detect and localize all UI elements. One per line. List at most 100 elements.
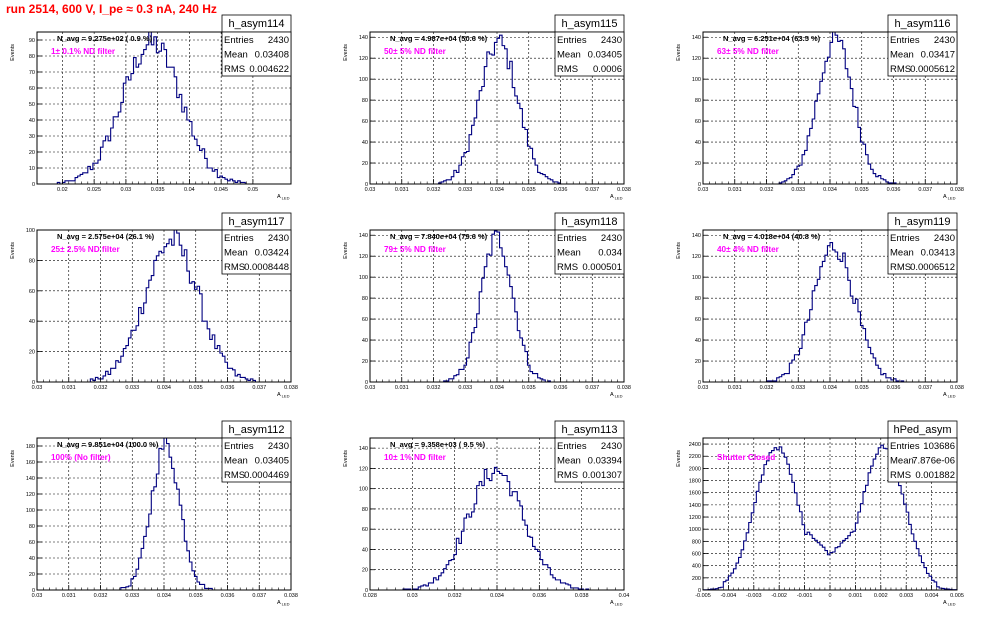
x-tick-label: 0.037 — [918, 385, 932, 391]
x-tick-label: 0.034 — [490, 187, 504, 193]
x-tick-label: 0.03 — [365, 385, 376, 391]
x-tick-label: 0.031 — [62, 593, 76, 599]
y-tick-label: 40 — [29, 118, 35, 124]
stat-label-entries: Entries — [224, 233, 254, 244]
x-axis-label: ALED — [277, 392, 290, 399]
y-tick-label: 20 — [362, 359, 368, 365]
filter-note: Shutter Closed — [717, 453, 775, 462]
y-tick-label: 120 — [359, 466, 368, 472]
y-tick-label: 120 — [359, 254, 368, 260]
x-tick-label: 0.032 — [427, 187, 441, 193]
stat-box: h_asym114 Entries 2430 Mean 0.03408 RMS 0.0046… — [221, 14, 292, 77]
y-tick-label: 0 — [698, 588, 701, 594]
x-tick-label: -0.001 — [797, 593, 813, 599]
y-tick-label: 20 — [695, 161, 701, 167]
x-tick-label: 0.032 — [94, 385, 108, 391]
x-tick-label: 0.03 — [32, 385, 43, 391]
x-axis-label: ALED — [943, 600, 956, 607]
filter-note: 25± 2.5% ND filter — [51, 245, 120, 254]
y-tick-label: 80 — [362, 98, 368, 104]
y-axis-label: Events — [676, 44, 682, 61]
y-tick-label: 80 — [695, 296, 701, 302]
y-tick-label: 40 — [362, 338, 368, 344]
x-tick-label: 0.036 — [887, 187, 901, 193]
stat-box: h_asym118 Entries 2430 Mean 0.034 RMS 0.000501 — [554, 212, 625, 275]
y-tick-label: 140 — [359, 446, 368, 452]
x-tick-label: 0.035 — [189, 593, 203, 599]
stat-label-rms: RMS — [890, 470, 911, 481]
y-tick-label: 140 — [26, 476, 35, 482]
x-tick-label: 0.037 — [585, 385, 599, 391]
x-tick-label: 0.034 — [157, 593, 171, 599]
y-tick-label: 60 — [695, 317, 701, 323]
stat-label-rms: RMS — [557, 470, 578, 481]
y-tick-label: 1000 — [689, 527, 701, 533]
y-tick-label: 60 — [695, 119, 701, 125]
x-tick-label: 0.036 — [221, 385, 235, 391]
filter-note: 100% (No filter) — [51, 453, 111, 462]
x-tick-label: -0.004 — [721, 593, 737, 599]
y-tick-label: 100 — [26, 508, 35, 514]
stat-label-mean: Mean — [224, 456, 248, 467]
x-tick-label: 0.034 — [823, 187, 837, 193]
y-tick-label: 180 — [26, 444, 35, 450]
stat-label-mean: Mean — [557, 248, 581, 259]
x-tick-label: 0.036 — [221, 593, 235, 599]
y-tick-label: 70 — [29, 70, 35, 76]
stat-box-body — [221, 31, 292, 77]
x-axis-label: ALED — [610, 600, 623, 607]
y-tick-label: 140 — [359, 233, 368, 239]
stat-label-entries: Entries — [890, 441, 920, 452]
histogram-panel-h_asym117: 0.03 0.031 0.032 0.033 0.034 0.035 0.036 0.037 0… — [10, 212, 298, 399]
histogram-line — [370, 466, 624, 591]
x-tick-label: 0.038 — [617, 385, 631, 391]
y-axis-label: Events — [343, 44, 349, 61]
y-axis-label: Events — [343, 450, 349, 467]
stat-box-title: h_asym112 — [228, 424, 284, 436]
stat-box-body — [887, 437, 958, 483]
y-tick-label: 20 — [29, 150, 35, 156]
x-tick-label: 0.031 — [395, 187, 409, 193]
stat-box: h_asym119 Entries 2430 Mean 0.03413 RMS0.0006… — [887, 212, 958, 275]
y-tick-label: 0 — [365, 380, 368, 386]
x-tick-label: 0.036 — [887, 385, 901, 391]
x-tick-label: 0.032 — [448, 593, 462, 599]
y-tick-label: 60 — [29, 540, 35, 546]
x-tick-label: 0.037 — [585, 187, 599, 193]
y-tick-label: 100 — [359, 487, 368, 493]
y-tick-label: 80 — [29, 258, 35, 264]
x-tick-label: 0.034 — [157, 385, 171, 391]
y-axis-label: Events — [343, 242, 349, 259]
y-tick-label: 0 — [32, 380, 35, 386]
stat-label-mean: Mean — [890, 456, 914, 467]
y-tick-label: 40 — [695, 140, 701, 146]
y-tick-label: 0 — [365, 182, 368, 188]
stat-label-rms: RMS — [557, 64, 578, 75]
y-axis-label: Events — [676, 242, 682, 259]
stat-value-mean: 7.876e-06 — [912, 456, 955, 467]
n-avg-annotation: N_avg = 6.251e+04 (63.5 %) — [723, 34, 821, 43]
y-tick-label: 60 — [362, 119, 368, 125]
n-avg-annotation: N_avg = 9.358e+03 ( 9.5 %) — [390, 440, 486, 449]
x-tick-label: -0.002 — [771, 593, 787, 599]
stat-box-title: h_asym117 — [228, 216, 284, 228]
stat-label-entries: Entries — [557, 35, 587, 46]
stat-box: h_asym112 Entries 2430 Mean 0.03405 RMS0.0004… — [221, 420, 292, 483]
y-tick-label: 100 — [692, 77, 701, 83]
x-tick-label: 0.036 — [532, 593, 546, 599]
histogram-line — [37, 229, 291, 383]
y-tick-label: 0 — [365, 588, 368, 594]
x-tick-label: 0.031 — [728, 187, 742, 193]
stat-value-rms: 0.001307 — [582, 470, 622, 481]
stat-label-rms: RMS — [890, 64, 911, 75]
stat-label-rms: RMS — [224, 262, 245, 273]
x-tick-label: 0.038 — [950, 187, 964, 193]
y-tick-label: 30 — [29, 134, 35, 140]
x-axis-label: ALED — [943, 392, 956, 399]
filter-note: 1± 0.1% ND filter — [51, 47, 116, 56]
y-tick-label: 1400 — [689, 503, 701, 509]
y-tick-label: 2200 — [689, 454, 701, 460]
stat-box-title: hPed_asym — [893, 424, 951, 436]
y-tick-label: 40 — [362, 140, 368, 146]
stat-box-body — [221, 229, 292, 275]
